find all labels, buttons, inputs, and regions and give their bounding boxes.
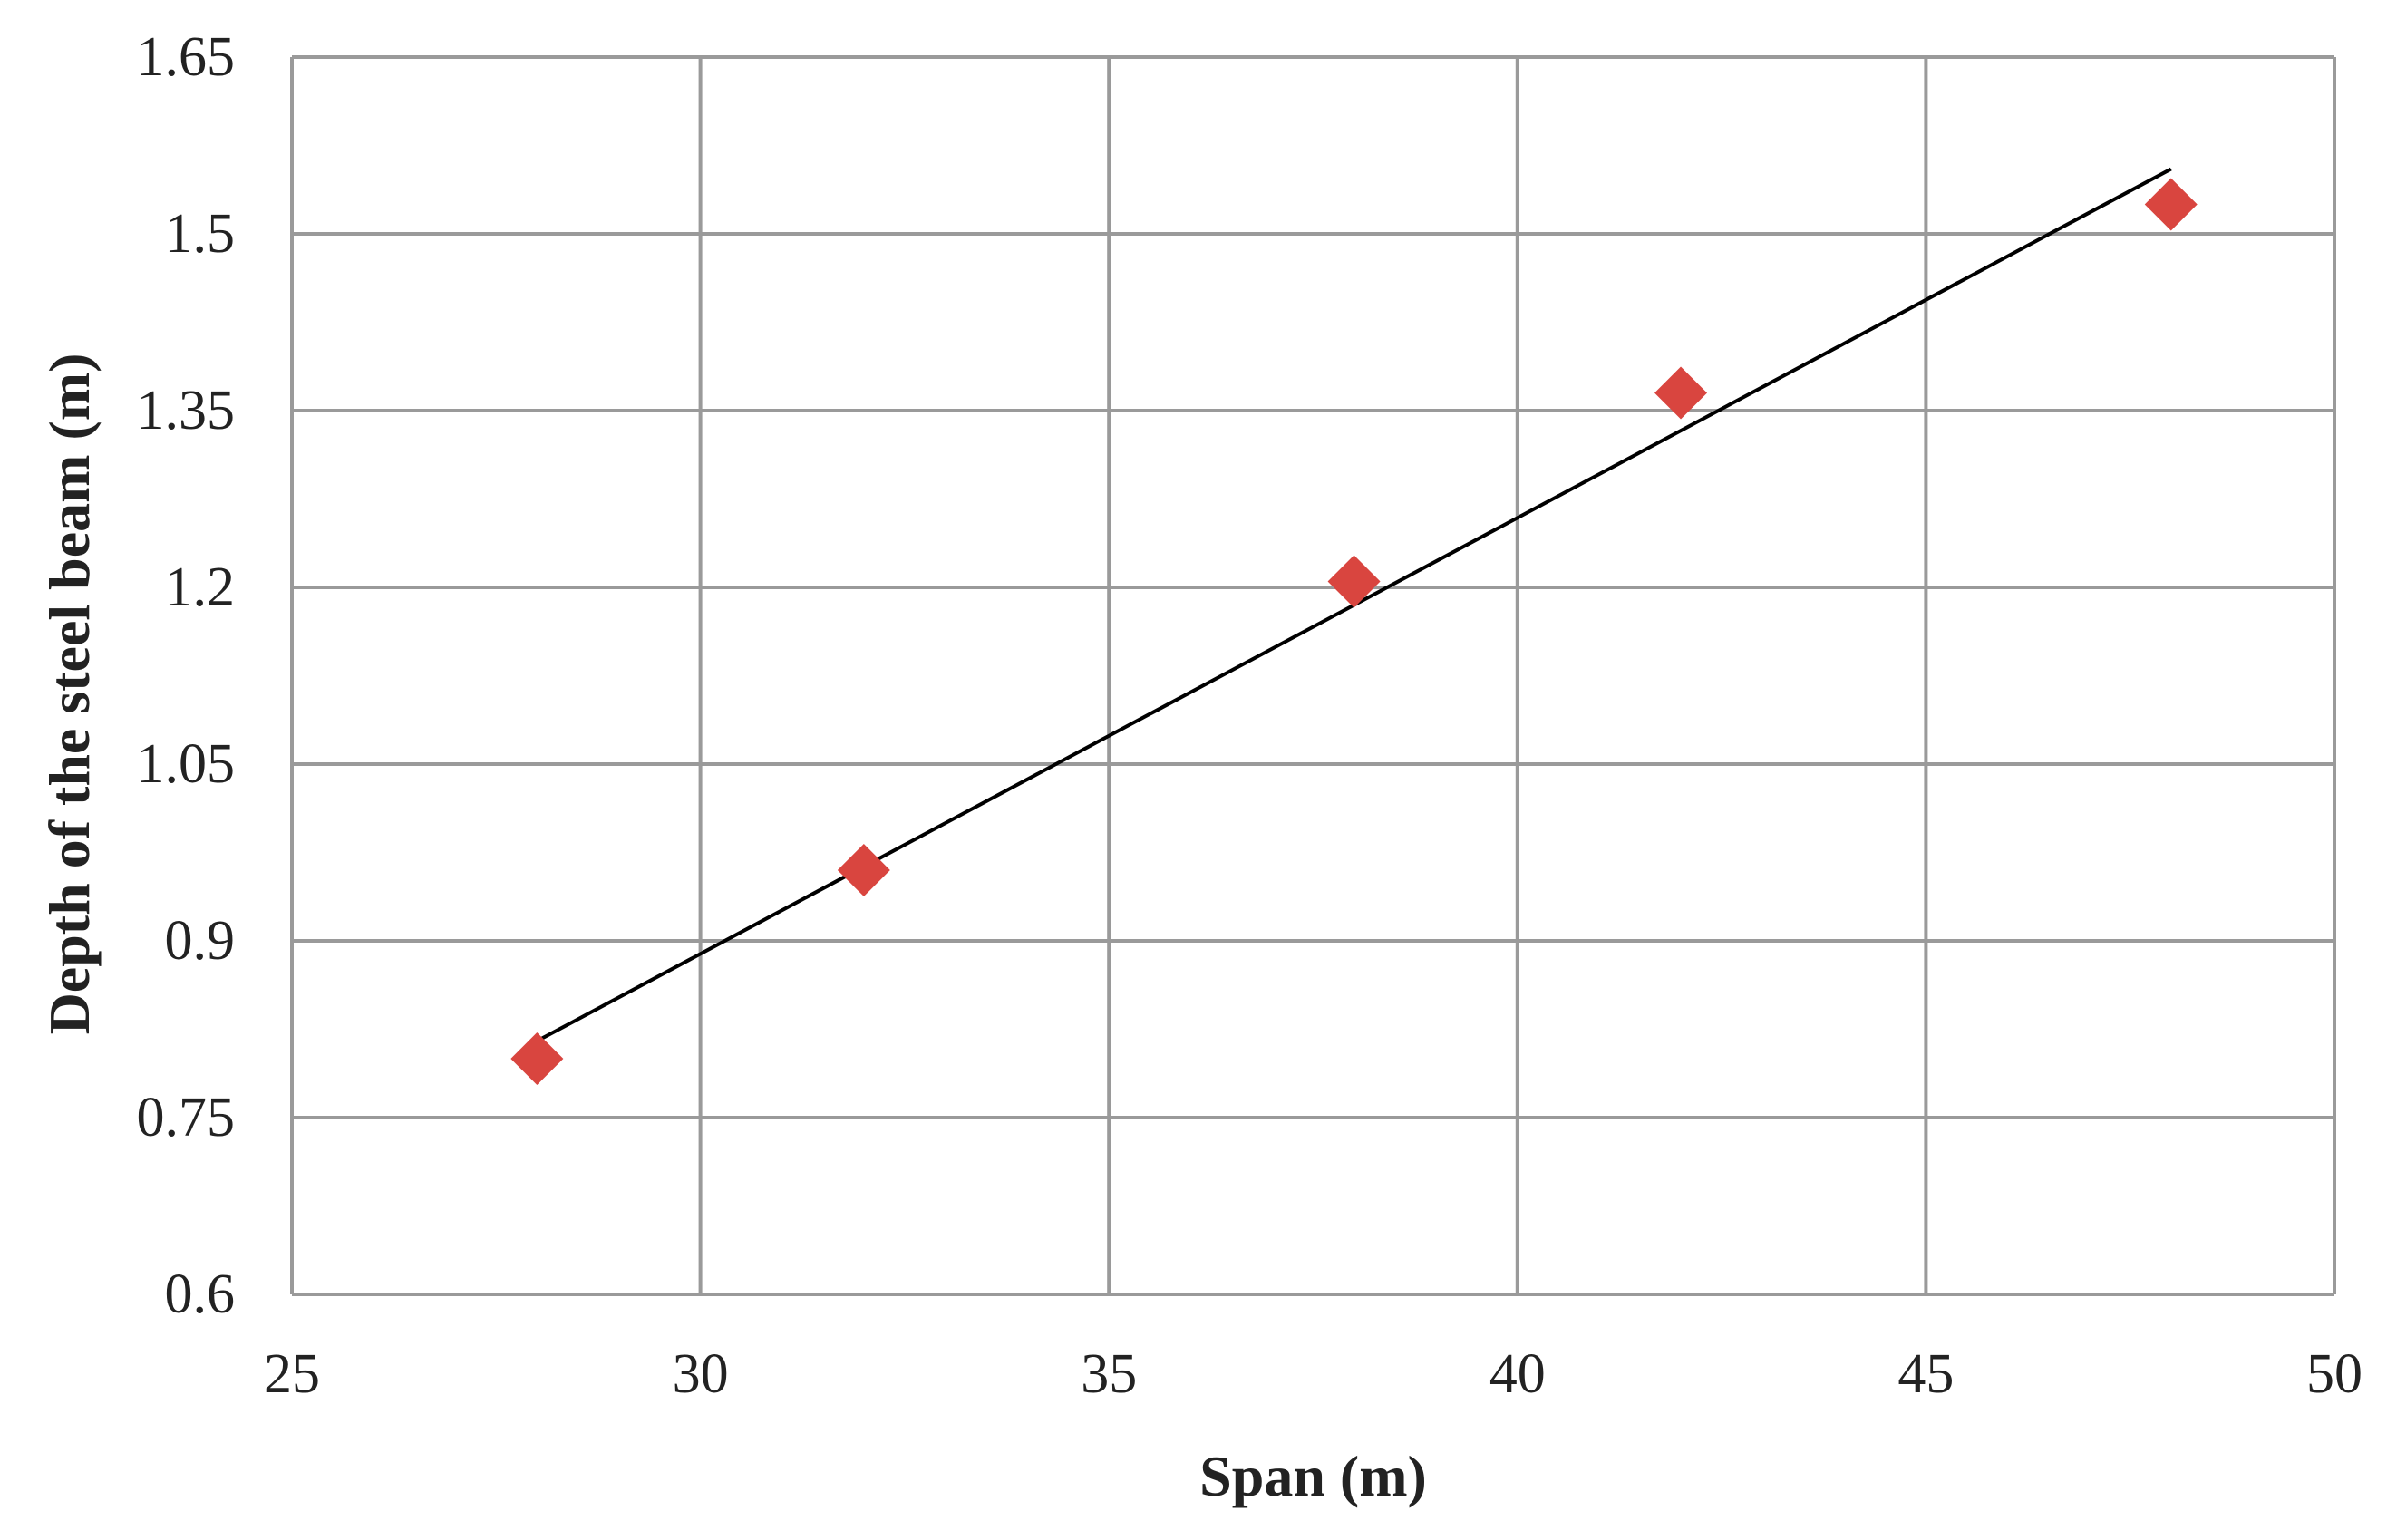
data-point-4 xyxy=(2144,178,2198,231)
x-tick-label-1: 30 xyxy=(673,1343,729,1405)
data-point-2 xyxy=(1327,555,1381,608)
x-tick-label-0: 25 xyxy=(264,1343,320,1405)
y-tick-label-1: 0.75 xyxy=(137,1087,236,1148)
y-tick-label-5: 1.35 xyxy=(137,380,236,441)
vertical-grid-lines xyxy=(290,57,2336,1294)
y-tick-label-2: 0.9 xyxy=(165,910,236,972)
x-tick-label-3: 40 xyxy=(1489,1343,1546,1405)
x-tick-labels: 25 30 35 40 45 50 xyxy=(264,1343,2363,1405)
horizontal-grid-lines xyxy=(292,55,2334,1296)
y-tick-labels: 0.6 0.75 0.9 1.05 1.2 1.35 1.5 1.65 xyxy=(137,26,236,1325)
y-axis-title: Depth of the steel beam (m) xyxy=(37,354,102,1035)
x-tick-label-4: 45 xyxy=(1897,1343,1954,1405)
y-tick-label-6: 1.5 xyxy=(165,203,236,265)
y-tick-label-4: 1.2 xyxy=(165,557,236,618)
data-points-layer xyxy=(510,178,2198,1085)
x-tick-label-2: 35 xyxy=(1081,1343,1137,1405)
data-point-3 xyxy=(1654,366,1708,420)
x-axis-title: Span (m) xyxy=(1199,1444,1427,1508)
data-point-0 xyxy=(510,1032,564,1085)
x-tick-label-5: 50 xyxy=(2306,1343,2363,1405)
data-point-1 xyxy=(837,844,890,896)
y-tick-label-3: 1.05 xyxy=(137,733,236,795)
y-tick-label-7: 1.65 xyxy=(137,26,236,88)
y-tick-label-0: 0.6 xyxy=(165,1264,236,1325)
